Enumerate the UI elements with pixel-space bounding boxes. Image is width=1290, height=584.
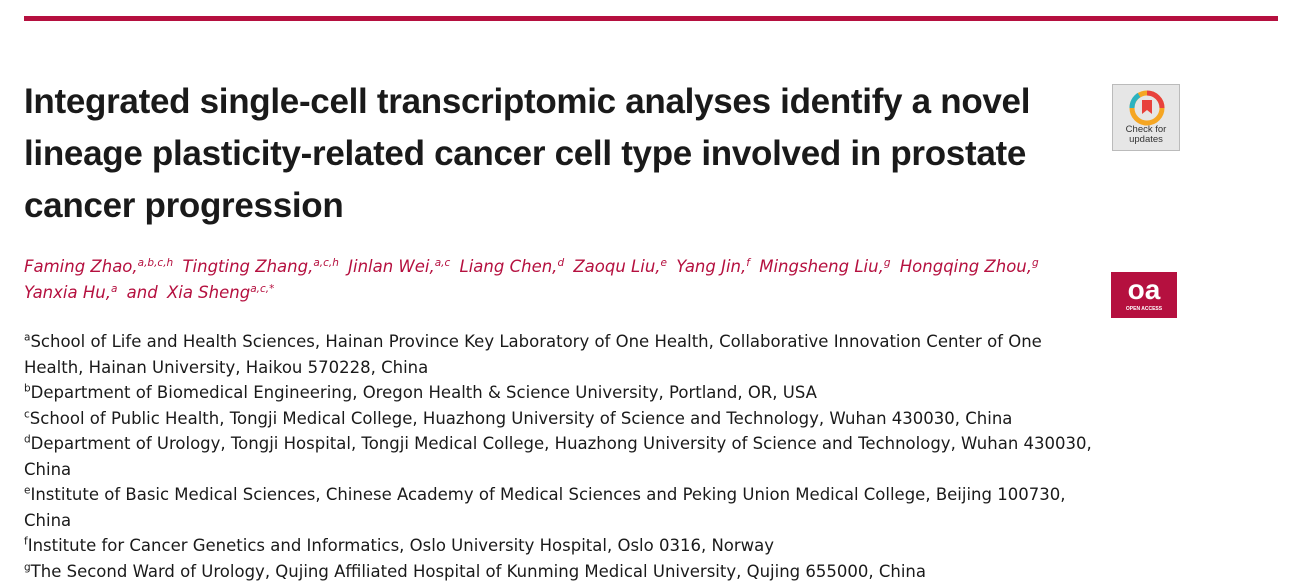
author-list: Faming Zhao,a,b,c,h Tingting Zhang,a,c,h… bbox=[24, 254, 1094, 306]
author-affiliation-marks: g bbox=[884, 257, 891, 269]
affiliation: dDepartment of Urology, Tongji Hospital,… bbox=[24, 431, 1094, 482]
affiliation: fInstitute for Cancer Genetics and Infor… bbox=[24, 533, 1094, 559]
affiliation-label: d bbox=[24, 434, 31, 446]
affiliation: cSchool of Public Health, Tongji Medical… bbox=[24, 406, 1094, 432]
author-name: Mingsheng Liu, bbox=[759, 257, 884, 276]
author-affiliation-marks: g bbox=[1032, 257, 1039, 269]
author: Xia Shenga,c,* bbox=[167, 283, 278, 302]
affiliation-text: School of Public Health, Tongji Medical … bbox=[30, 409, 1013, 428]
author-name: Zaoqu Liu, bbox=[573, 257, 660, 276]
affiliation-label: b bbox=[24, 383, 31, 395]
author: Liang Chen,d bbox=[460, 257, 569, 276]
icon-arc bbox=[1132, 95, 1139, 108]
check-updates-badge[interactable]: Check for updates bbox=[1112, 84, 1180, 151]
affiliation-text: Institute for Cancer Genetics and Inform… bbox=[28, 536, 774, 555]
affiliation-text: Department of Urology, Tongji Hospital, … bbox=[24, 434, 1092, 479]
affiliation-text: Department of Biomedical Engineering, Or… bbox=[31, 383, 817, 402]
author: Yanxia Hu,a bbox=[24, 283, 121, 302]
author: Mingsheng Liu,g bbox=[759, 257, 894, 276]
affiliation-list: aSchool of Life and Health Sciences, Hai… bbox=[24, 329, 1094, 584]
author: Tingting Zhang,a,c,h bbox=[182, 257, 342, 276]
author: Faming Zhao,a,b,c,h bbox=[24, 257, 177, 276]
author-affiliation-marks: f bbox=[746, 257, 750, 269]
open-access-badge: oa OPEN ACCESS bbox=[1111, 272, 1177, 318]
affiliation: bDepartment of Biomedical Engineering, O… bbox=[24, 380, 1094, 406]
author: Jinlan Wei,a,c bbox=[348, 257, 454, 276]
author: Zaoqu Liu,e bbox=[573, 257, 671, 276]
author-name: Tingting Zhang, bbox=[182, 257, 313, 276]
oa-logo: oa bbox=[1111, 274, 1177, 306]
affiliation-text: School of Life and Health Sciences, Hain… bbox=[24, 332, 1042, 377]
check-icon bbox=[1127, 88, 1167, 128]
author-affiliation-marks: a,b,c,h bbox=[138, 257, 174, 269]
author: and bbox=[127, 283, 158, 302]
icon-bookmark bbox=[1142, 100, 1152, 114]
author-affiliation-marks: d bbox=[557, 257, 564, 269]
affiliation-text: Institute of Basic Medical Sciences, Chi… bbox=[24, 485, 1065, 530]
author-name: Faming Zhao, bbox=[24, 257, 138, 276]
affiliation: aSchool of Life and Health Sciences, Hai… bbox=[24, 329, 1094, 380]
author-name: Jinlan Wei, bbox=[348, 257, 435, 276]
author-affiliation-marks: a,c bbox=[435, 257, 451, 269]
affiliation-text: The Second Ward of Urology, Qujing Affil… bbox=[31, 562, 926, 581]
affiliation-label: g bbox=[24, 561, 31, 573]
affiliation: gThe Second Ward of Urology, Qujing Affi… bbox=[24, 559, 1094, 584]
author-affiliation-marks: a bbox=[111, 283, 117, 295]
check-label: Check for updates bbox=[1117, 125, 1175, 145]
author: Yang Jin,f bbox=[676, 257, 754, 276]
author-name: and bbox=[127, 283, 158, 302]
author-affiliation-marks: e bbox=[661, 257, 667, 269]
author-name: Xia Sheng bbox=[167, 283, 250, 302]
top-rule bbox=[24, 16, 1278, 21]
affiliation: eInstitute of Basic Medical Sciences, Ch… bbox=[24, 482, 1094, 533]
author-affiliation-marks: a,c,h bbox=[313, 257, 339, 269]
title: Integrated single-cell transcriptomic an… bbox=[24, 76, 1099, 232]
author-name: Yanxia Hu, bbox=[24, 283, 111, 302]
author: Hongqing Zhou,g bbox=[900, 257, 1043, 276]
oa-label: OPEN ACCESS bbox=[1111, 306, 1177, 312]
author-name: Hongqing Zhou, bbox=[900, 257, 1032, 276]
author-name: Liang Chen, bbox=[460, 257, 558, 276]
author-name: Yang Jin, bbox=[676, 257, 746, 276]
author-affiliation-marks: a,c,* bbox=[250, 283, 274, 295]
